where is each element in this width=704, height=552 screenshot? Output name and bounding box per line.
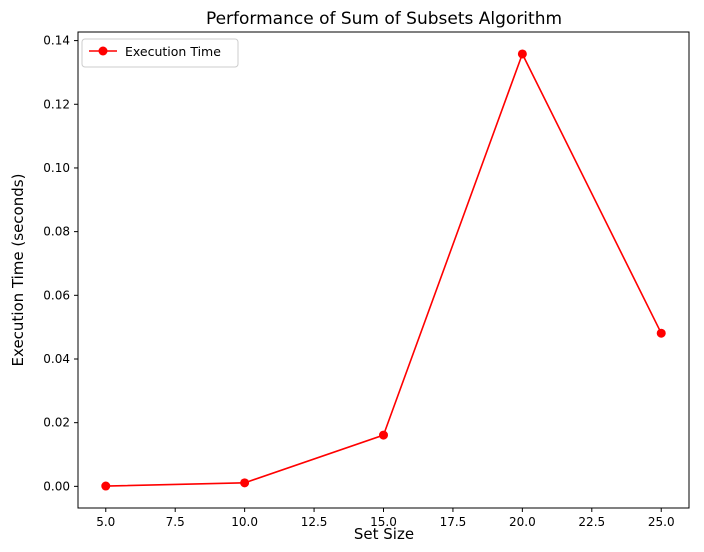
plot-area — [78, 32, 689, 508]
series-layer — [101, 49, 666, 491]
y-tick-label: 0.14 — [43, 34, 70, 48]
legend-marker — [98, 46, 108, 56]
y-tick-label: 0.06 — [43, 288, 70, 302]
y-tick-label: 0.00 — [43, 479, 70, 493]
x-tick-label: 22.5 — [578, 515, 605, 529]
data-point — [101, 481, 111, 491]
x-axis-label: Set Size — [354, 525, 414, 543]
plot-frame — [77, 31, 690, 509]
x-tick-label: 7.5 — [166, 515, 185, 529]
data-point — [517, 49, 527, 59]
y-tick-label: 0.04 — [43, 352, 70, 366]
y-tick-label: 0.08 — [43, 225, 70, 239]
y-axis-label: Execution Time (seconds) — [9, 174, 27, 367]
x-tick-label: 15.0 — [370, 515, 397, 529]
y-axis-ticks: 0.00 0.02 0.04 0.06 0.08 0.10 0.12 0.14 — [43, 34, 78, 493]
x-tick-label: 10.0 — [231, 515, 258, 529]
data-point — [240, 478, 250, 488]
x-tick-label: 17.5 — [440, 515, 467, 529]
legend: Execution Time — [81, 38, 239, 68]
x-tick-label: 20.0 — [509, 515, 536, 529]
chart-title: Performance of Sum of Subsets Algorithm — [206, 9, 562, 29]
x-tick-label: 5.0 — [96, 515, 115, 529]
data-point — [656, 328, 666, 338]
y-tick-label: 0.12 — [43, 97, 70, 111]
legend-label: Execution Time — [125, 44, 221, 59]
x-tick-label: 12.5 — [301, 515, 328, 529]
legend-box — [81, 38, 239, 68]
y-tick-label: 0.02 — [43, 416, 70, 430]
x-tick-label: 25.0 — [648, 515, 675, 529]
data-point — [379, 430, 388, 440]
y-tick-label: 0.10 — [43, 161, 70, 175]
x-axis-ticks: 5.0 7.5 10.0 12.5 15.0 17.5 20.0 22.5 25.0 — [96, 508, 675, 529]
